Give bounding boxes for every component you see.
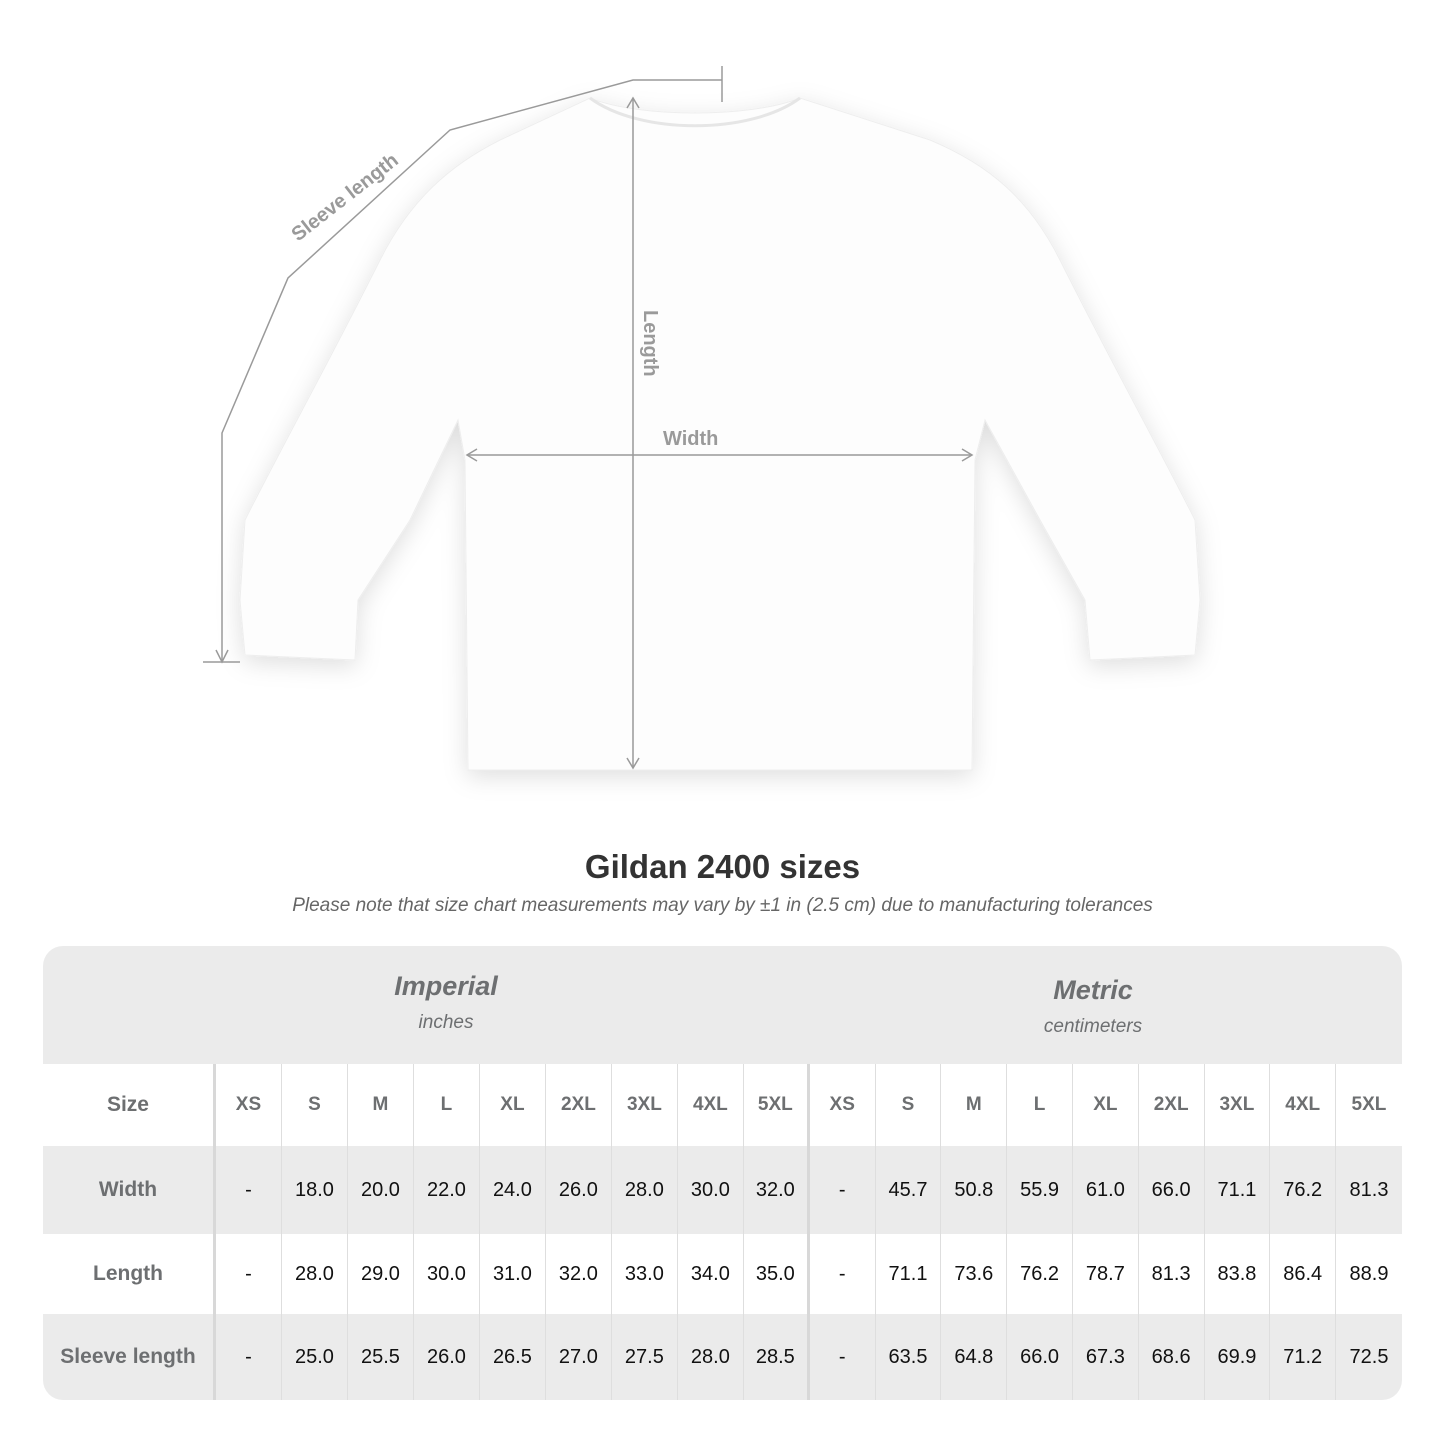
imperial-value-cell: - <box>216 1146 282 1234</box>
imperial-value-cell: 27.5 <box>612 1314 678 1400</box>
imperial-value-cell: 32.0 <box>546 1234 612 1314</box>
imperial-value-cell: 24.0 <box>480 1146 546 1234</box>
row-label: Width <box>43 1146 216 1234</box>
size-header-cell: XL <box>480 1064 546 1146</box>
imperial-value-cell: 32.0 <box>744 1146 810 1234</box>
metric-value-cell: 71.1 <box>876 1234 942 1314</box>
metric-value-cell: 61.0 <box>1073 1146 1139 1234</box>
imperial-value-cell: 28.0 <box>612 1146 678 1234</box>
system-header-band <box>43 946 1402 1064</box>
metric-value-cell: 76.2 <box>1007 1234 1073 1314</box>
imperial-value-cell: 33.0 <box>612 1234 678 1314</box>
metric-value-cell: 68.6 <box>1139 1314 1205 1400</box>
metric-value-cell: 81.3 <box>1139 1234 1205 1314</box>
size-header-cell: L <box>414 1064 480 1146</box>
imperial-value-cell: 29.0 <box>348 1234 414 1314</box>
metric-value-cell: 78.7 <box>1073 1234 1139 1314</box>
table-row: Length -28.0 29.0 30.0 31.0 32.0 33.0 34.0 35.0-… <box>43 1234 1402 1314</box>
size-header-cell: 3XL <box>612 1064 678 1146</box>
table-row: Width -18.0 20.0 22.0 24.0 26.0 28.0 30.0 32.0-4… <box>43 1146 1402 1234</box>
imperial-value-cell: - <box>216 1234 282 1314</box>
size-header-cell: L <box>1007 1064 1073 1146</box>
size-header-cell: S <box>282 1064 348 1146</box>
size-table: Imperial inches Metric centimeters Size X… <box>43 946 1402 1400</box>
imperial-value-cell: 25.5 <box>348 1314 414 1400</box>
imperial-value-cell: 26.5 <box>480 1314 546 1400</box>
size-header-cell: XS <box>216 1064 282 1146</box>
size-header-cell: 5XL <box>744 1064 810 1146</box>
imperial-title: Imperial <box>394 971 498 1001</box>
imperial-value-cell: 28.0 <box>282 1234 348 1314</box>
size-header-cell: XS <box>810 1064 876 1146</box>
imperial-value-cell: 27.0 <box>546 1314 612 1400</box>
size-header-cell: 2XL <box>1139 1064 1205 1146</box>
imperial-value-cell: 28.0 <box>678 1314 744 1400</box>
size-header-row: Size XS S M L XL 2XL 3XL 4XL 5XL XS S M L XL 2XL 3XL 4XL 5… <box>43 1064 1402 1146</box>
imperial-value-cell: 30.0 <box>414 1234 480 1314</box>
imperial-value-cell: 26.0 <box>546 1146 612 1234</box>
metric-unit: centimeters <box>1043 1016 1143 1037</box>
row-label: Sleeve length <box>43 1314 216 1400</box>
metric-title: Metric <box>1053 975 1133 1005</box>
imperial-value-cell: 25.0 <box>282 1314 348 1400</box>
row-label: Length <box>43 1234 216 1314</box>
tolerance-note: Please note that size chart measurements… <box>292 895 1153 916</box>
metric-value-cell: - <box>810 1146 876 1234</box>
metric-value-cell: 71.1 <box>1205 1146 1271 1234</box>
size-header-label: Size <box>43 1064 216 1146</box>
metric-value-cell: 50.8 <box>941 1146 1008 1234</box>
imperial-value-cell: 34.0 <box>678 1234 744 1314</box>
metric-value-cell: 64.8 <box>941 1314 1008 1400</box>
metric-value-cell: - <box>810 1314 876 1400</box>
imperial-value-cell: - <box>216 1314 282 1400</box>
size-header-cell: 3XL <box>1205 1064 1271 1146</box>
imperial-unit: inches <box>418 1012 474 1033</box>
size-header-cell: XL <box>1073 1064 1139 1146</box>
size-header-cell: M <box>348 1064 414 1146</box>
size-header-cell: 4XL <box>678 1064 744 1146</box>
metric-value-cell: 83.8 <box>1205 1234 1271 1314</box>
imperial-header: Imperial inches <box>316 971 576 1034</box>
metric-header: Metric centimeters <box>963 975 1223 1038</box>
metric-value-cell: 55.9 <box>1007 1146 1073 1234</box>
imperial-value-cell: 30.0 <box>678 1146 744 1234</box>
size-header-cell: 4XL <box>1270 1064 1337 1146</box>
metric-value-cell: 63.5 <box>876 1314 942 1400</box>
metric-value-cell: 69.9 <box>1205 1314 1271 1400</box>
imperial-value-cell: 28.5 <box>744 1314 810 1400</box>
metric-value-cell: 88.9 <box>1349 1262 1389 1285</box>
size-header-cell: M <box>941 1064 1008 1146</box>
sleeve-length-label: Sleeve length <box>288 149 403 246</box>
metric-value-cell: 76.2 <box>1270 1146 1337 1234</box>
shirt-illustration: Sleeve length Length Width <box>203 66 1201 771</box>
size-header-cell: 5XL <box>1351 1094 1387 1115</box>
metric-value-cell: 86.4 <box>1270 1234 1337 1314</box>
sleeve-measure-line <box>221 79 722 662</box>
metric-value-cell: 72.5 <box>1349 1345 1389 1368</box>
metric-value-cell: 67.3 <box>1073 1314 1139 1400</box>
length-label: Length <box>639 310 661 377</box>
imperial-value-cell: 35.0 <box>744 1234 810 1314</box>
metric-value-cell: - <box>810 1234 876 1314</box>
metric-value-cell: 71.2 <box>1270 1314 1337 1400</box>
size-header-cell: 2XL <box>546 1064 612 1146</box>
imperial-value-cell: 26.0 <box>414 1314 480 1400</box>
imperial-value-cell: 31.0 <box>480 1234 546 1314</box>
width-label: Width <box>663 428 718 450</box>
metric-value-cell: 73.6 <box>941 1234 1008 1314</box>
table-row: Sleeve length -25.0 25.5 26.0 26.5 27.0 27.5 28… <box>43 1314 1402 1400</box>
metric-value-cell: 66.0 <box>1007 1314 1073 1400</box>
metric-value-cell: 45.7 <box>876 1146 942 1234</box>
metric-value-cell: 81.3 <box>1349 1178 1389 1201</box>
long-sleeve-shirt <box>239 97 1201 771</box>
imperial-value-cell: 20.0 <box>348 1146 414 1234</box>
metric-value-cell: 66.0 <box>1139 1146 1205 1234</box>
imperial-value-cell: 18.0 <box>282 1146 348 1234</box>
chart-title: Gildan 2400 sizes <box>584 848 861 885</box>
imperial-value-cell: 22.0 <box>414 1146 480 1234</box>
size-header-cell: S <box>876 1064 942 1146</box>
